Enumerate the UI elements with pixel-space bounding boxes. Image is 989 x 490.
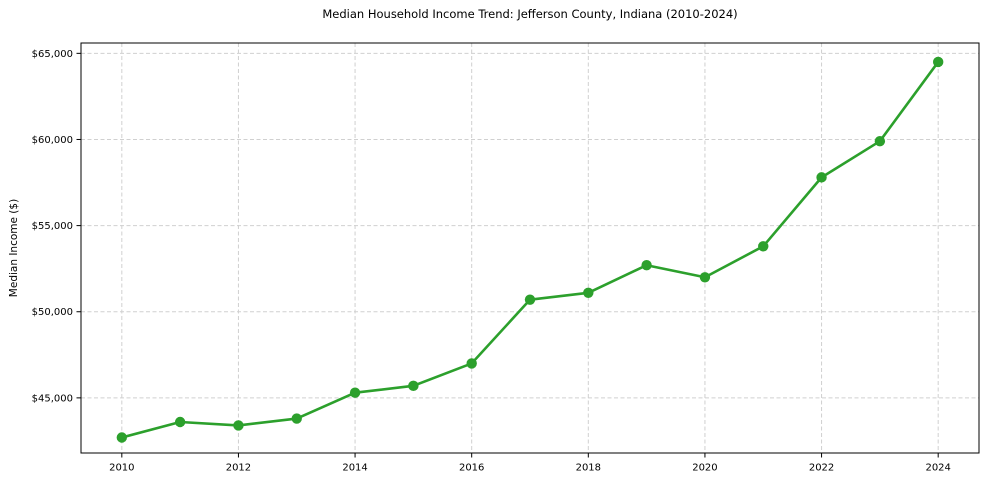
y-tick-label: $55,000 (32, 221, 73, 232)
data-point-2014 (349, 387, 361, 398)
data-point-2023 (874, 135, 886, 147)
data-point-2019 (641, 260, 652, 271)
data-point-2010 (116, 432, 128, 443)
x-tick-label: 2012 (226, 463, 251, 474)
data-point-2021 (758, 241, 769, 252)
y-tick-label: $50,000 (32, 307, 73, 318)
x-tick-label: 2024 (925, 463, 950, 474)
data-point-2022 (816, 172, 827, 183)
data-point-2018 (583, 287, 594, 298)
y-tick-label: $60,000 (32, 135, 73, 146)
y-tick-label: $45,000 (32, 393, 73, 404)
data-point-2016 (466, 358, 477, 369)
x-tick-label: 2018 (576, 463, 601, 474)
chart-title: Median Household Income Trend: Jefferson… (322, 7, 738, 21)
trend-line (120, 60, 940, 439)
data-point-2020 (699, 272, 711, 283)
data-point-2013 (291, 413, 302, 424)
data-point-2024 (932, 56, 944, 68)
x-tick-label: 2020 (692, 463, 717, 474)
data-point-2015 (408, 380, 419, 392)
x-tick-label: 2010 (109, 463, 134, 474)
data-point-2011 (174, 416, 186, 428)
y-tick-label: $65,000 (32, 49, 73, 60)
data-point-2012 (233, 420, 244, 431)
plot-border (80, 42, 980, 454)
data-point-2017 (524, 294, 536, 305)
x-tick-label: 2022 (809, 463, 834, 474)
x-tick-label: 2014 (342, 463, 367, 474)
x-tick-label: 2016 (459, 463, 484, 474)
